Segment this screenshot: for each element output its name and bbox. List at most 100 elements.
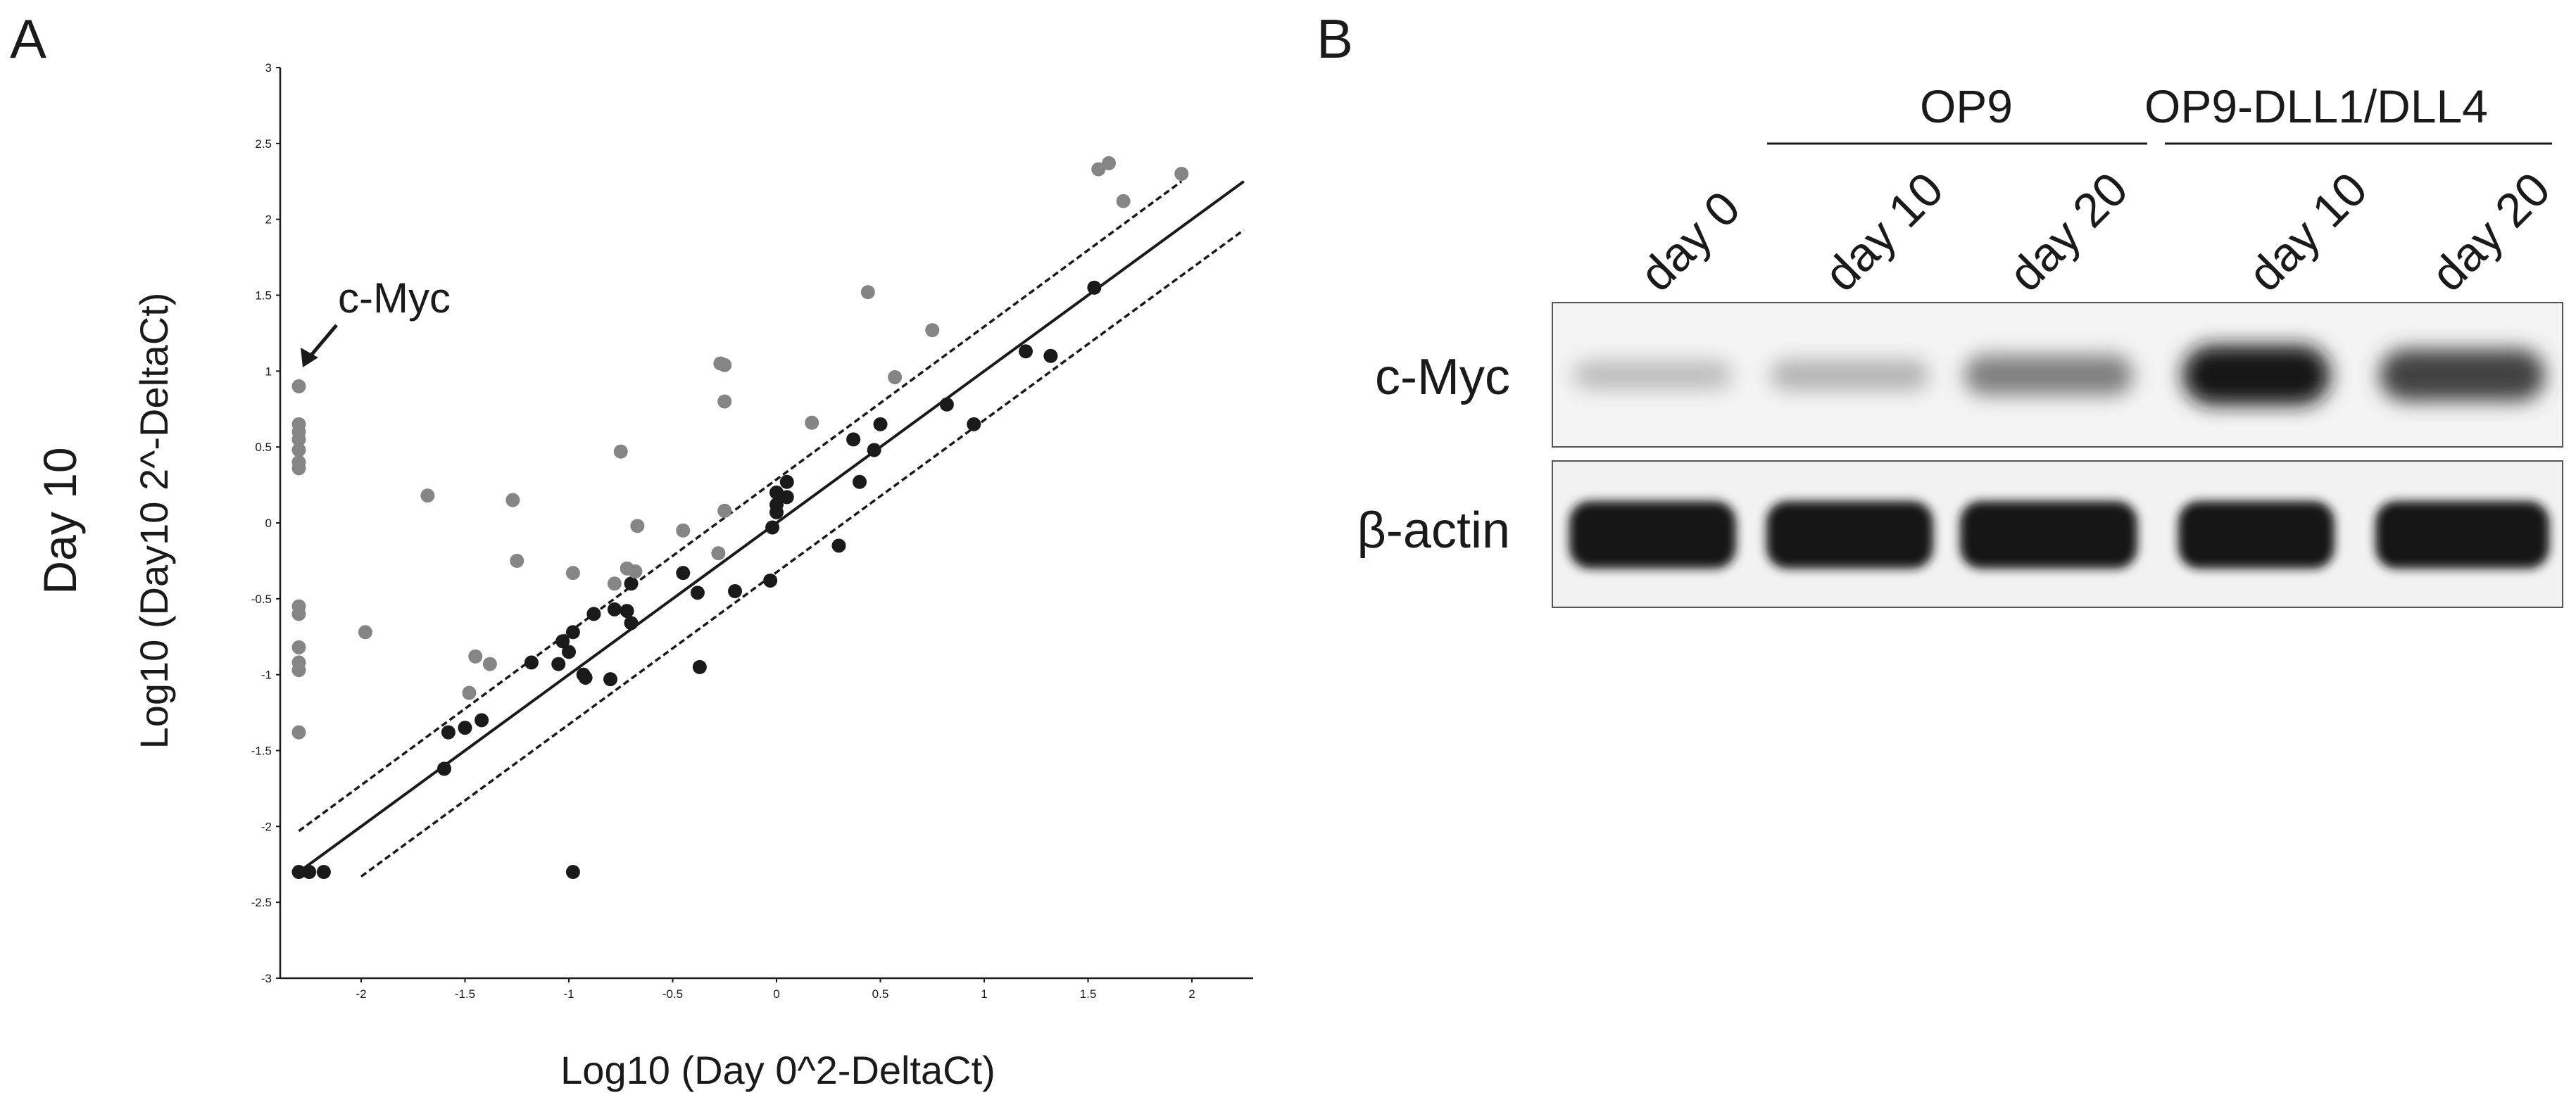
black-data-point: [524, 655, 539, 670]
grey-data-point: [925, 323, 940, 338]
grey-data-point: [1174, 166, 1189, 181]
scatter-plot: 3 2.5 2 1.5 1 0.5 0 -0.5 -1 -1.5 -2 -2.5 -3 -2 -1.5 -1…: [251, 61, 1253, 1001]
panel-a-letter: A: [10, 8, 46, 70]
black-data-point: [607, 602, 622, 616]
grey-data-point: [358, 625, 372, 640]
black-data-point: [624, 616, 639, 631]
beta-actin-band: [2375, 501, 2549, 569]
y-tick-label: 1: [265, 365, 272, 378]
black-data-point: [779, 490, 794, 505]
grey-data-point: [860, 285, 875, 300]
black-data-point: [1087, 280, 1102, 295]
grey-data-point: [420, 488, 435, 503]
black-data-point: [676, 566, 691, 581]
x-tick-label: 2: [1188, 987, 1195, 1001]
c-myc-band: [2380, 349, 2545, 401]
grey-data-point: [565, 566, 580, 581]
x-tick-label: -1: [563, 987, 574, 1001]
grey-data-point: [717, 503, 732, 518]
black-data-point: [437, 761, 451, 776]
black-data-point: [867, 443, 881, 457]
grey-data-point: [711, 546, 726, 561]
black-data-point: [1019, 344, 1033, 359]
grey-data-point: [505, 493, 520, 507]
black-data-point: [853, 474, 867, 489]
black-data-point: [873, 417, 888, 431]
blot-beta-actin: [1552, 460, 2563, 608]
row-label-beta-actin: β-actin: [1357, 502, 1510, 559]
x-ticks: -2 -1.5 -1 -0.5 0 0.5 1 1.5 2: [356, 978, 1195, 1001]
beta-actin-band: [2178, 501, 2335, 569]
x-axis-label: Log10 (Day 0^2-DeltaCt): [560, 1048, 995, 1092]
black-data-point: [551, 657, 566, 671]
black-data-point: [578, 670, 593, 685]
blot-c-myc: [1552, 302, 2563, 448]
c-myc-band: [1573, 360, 1732, 390]
y-tick-label: -2.5: [251, 896, 272, 909]
grey-data-point: [888, 369, 903, 384]
black-data-point: [765, 520, 780, 535]
grey-data-point: [805, 415, 819, 430]
grey-data-point: [630, 519, 645, 533]
black-data-point: [779, 474, 794, 489]
row-label-c-myc: c-Myc: [1375, 349, 1510, 405]
x-tick-label: 0: [773, 987, 779, 1001]
beta-actin-band: [1960, 501, 2137, 569]
black-data-point: [1043, 348, 1058, 363]
black-data-point: [769, 498, 784, 512]
black-data-point: [562, 645, 576, 659]
black-data-point: [565, 625, 580, 640]
grey-data-point: [1116, 194, 1131, 208]
grey-data-point: [291, 379, 306, 393]
grey-data-point: [482, 657, 497, 671]
x-tick-label: 0.5: [872, 987, 889, 1001]
black-data-point: [441, 725, 455, 740]
black-data-point: [291, 865, 306, 880]
black-data-point: [316, 865, 331, 880]
y-tick-label: 0.5: [255, 441, 272, 454]
black-data-point: [603, 672, 617, 687]
grey-data-point: [291, 663, 306, 678]
black-data-point: [939, 397, 954, 412]
grey-data-point: [676, 523, 691, 538]
black-data-point: [555, 634, 570, 649]
black-data-point: [728, 584, 742, 599]
y-tick-label: -2: [261, 820, 272, 833]
grey-data-point: [291, 443, 306, 457]
y-tick-label: -1.5: [251, 745, 272, 758]
black-data-point: [620, 604, 634, 619]
lane-label-5: day 20: [2421, 162, 2561, 301]
black-data-point: [692, 659, 707, 674]
y-tick-label: -3: [261, 972, 272, 985]
group-label-op9: OP9: [1920, 80, 2013, 132]
y-tick-label: -0.5: [251, 593, 272, 606]
c-myc-band: [1771, 360, 1929, 391]
arrow-icon: [301, 324, 338, 367]
lane-label-1: day 0: [1630, 181, 1750, 301]
lane-label-4: day 10: [2238, 162, 2377, 301]
x-tick-label: 1: [981, 987, 987, 1001]
grey-data-point: [607, 576, 622, 591]
y-axis-label: Log10 (Day10 2^-DeltaCt): [132, 293, 176, 749]
grey-data-point: [468, 649, 483, 664]
confidence-line: [298, 180, 1183, 833]
black-data-point: [846, 432, 861, 447]
y-tick-label: -1: [261, 669, 272, 682]
lane-label-2: day 10: [1814, 162, 1954, 301]
confidence-line: [360, 229, 1245, 878]
panel-a: A Day 10 Log10 (Day10 2^-DeltaCt) Log10 …: [10, 8, 1253, 1092]
grey-data-point: [628, 564, 643, 579]
beta-actin-band: [1569, 501, 1736, 569]
y-tick-label: 2: [265, 213, 272, 227]
grey-data-point: [1102, 156, 1116, 170]
c-myc-band: [2182, 345, 2330, 405]
black-data-point: [475, 713, 489, 728]
grey-data-point: [291, 607, 306, 621]
y-ticks: 3 2.5 2 1.5 1 0.5 0 -0.5 -1 -1.5 -2 -2.5 -3: [251, 61, 280, 985]
panel-b-letter: B: [1317, 8, 1353, 70]
beta-actin-band: [1766, 501, 1933, 569]
black-data-point: [458, 721, 472, 735]
black-data-point: [586, 607, 601, 621]
y-tick-label: 1.5: [255, 289, 272, 303]
y-tick-label: 0: [265, 517, 272, 530]
